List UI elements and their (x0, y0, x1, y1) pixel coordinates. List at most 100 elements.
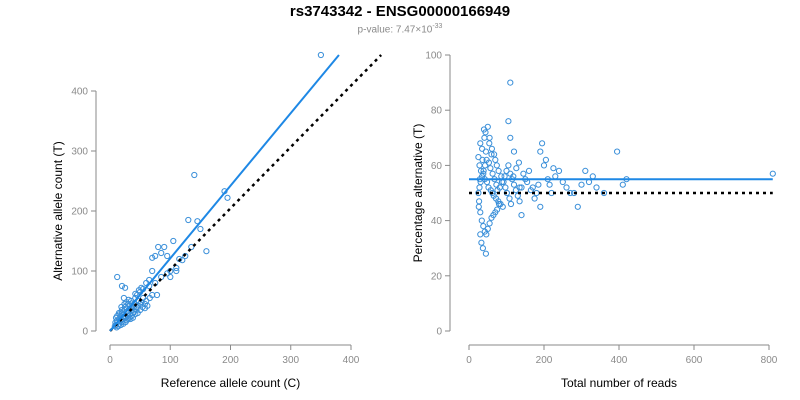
data-point (476, 184, 483, 191)
data-point (593, 184, 600, 191)
data-point (518, 212, 525, 219)
data-point (582, 167, 589, 174)
data-point (158, 273, 165, 281)
x-tick-label: 200 (222, 355, 239, 366)
data-point (170, 237, 177, 245)
data-point (477, 231, 484, 238)
data-point (484, 123, 491, 130)
data-point (769, 170, 776, 177)
data-point (495, 200, 503, 208)
data-point (149, 267, 156, 275)
data-point (479, 245, 486, 252)
data-point (537, 203, 544, 210)
data-point (546, 181, 553, 188)
data-point (505, 162, 512, 169)
data-point (122, 284, 129, 291)
x-tick-label: 400 (343, 355, 360, 366)
data-point (520, 170, 527, 177)
pvalue-exponent: -33 (432, 23, 443, 30)
pvalue-text: p-value: 7.47×10 (357, 24, 433, 36)
data-point (502, 184, 509, 191)
data-point (540, 162, 548, 169)
data-point (118, 282, 126, 290)
data-point (491, 151, 498, 158)
data-point (479, 156, 486, 163)
data-point (485, 159, 492, 166)
data-point (574, 203, 581, 210)
data-point (578, 181, 585, 188)
figure-subtitle: p-value: 7.47×10-33 (0, 23, 800, 35)
data-point (317, 51, 324, 59)
data-point (619, 181, 626, 188)
data-point (477, 140, 484, 147)
data-point (513, 165, 520, 172)
data-point (537, 148, 544, 155)
data-point (493, 162, 500, 169)
x-tick-label: 100 (162, 355, 179, 366)
y-tick-label: 200 (71, 207, 88, 218)
y-tick-label: 0 (436, 327, 442, 338)
x-tick-label: 200 (536, 355, 553, 366)
fit-line (109, 54, 340, 332)
data-point (476, 198, 483, 205)
data-point (158, 249, 165, 257)
data-point (482, 129, 489, 136)
data-point (550, 165, 557, 172)
data-point (173, 264, 180, 272)
data-point (478, 239, 485, 246)
data-point (224, 194, 231, 201)
data-point (527, 187, 535, 194)
data-point (203, 248, 210, 255)
data-point (493, 181, 500, 188)
y-tick-label: 100 (425, 51, 442, 62)
figure-title: rs3743342 - ENSG00000166949 (289, 3, 511, 20)
data-point (161, 243, 168, 251)
data-point (518, 184, 525, 191)
data-point (486, 220, 493, 227)
data-point (480, 223, 487, 230)
data-point (155, 243, 162, 251)
data-point (614, 148, 621, 155)
reference-line (109, 54, 383, 332)
data-point (510, 148, 518, 155)
data-point (486, 134, 493, 141)
data-point (122, 318, 129, 326)
data-point (516, 184, 523, 191)
chart-2: 0 200 400 600 800 0 20 40 60 80 100 Total number of… (411, 51, 778, 391)
data-point (188, 243, 195, 251)
data-point (555, 167, 563, 174)
data-point (182, 252, 189, 260)
data-point (542, 156, 550, 163)
x-axis-label: Total number of reads (561, 376, 677, 390)
data-point (152, 252, 159, 260)
data-point (118, 303, 125, 311)
data-point (173, 267, 180, 275)
data-point (484, 225, 491, 232)
data-point (488, 145, 495, 152)
data-point (483, 231, 490, 238)
data-point (482, 148, 489, 155)
y-tick-label: 20 (431, 271, 443, 282)
data-point (506, 195, 513, 202)
data-point (149, 254, 156, 261)
x-axis-label: Reference allele count (C) (161, 376, 300, 390)
x-tick-label: 300 (282, 355, 299, 366)
data-point (495, 167, 502, 174)
x-tick-label: 0 (107, 355, 113, 366)
data-point (478, 217, 485, 224)
y-tick-label: 400 (71, 87, 88, 98)
data-point (475, 189, 482, 197)
data-point (563, 184, 570, 191)
x-tick-label: 400 (611, 355, 628, 366)
data-point (507, 134, 514, 141)
data-point (489, 170, 496, 177)
data-point (525, 167, 533, 174)
data-point (191, 171, 198, 179)
y-tick-label: 100 (71, 267, 88, 278)
y-tick-label: 60 (431, 161, 443, 172)
data-point (149, 291, 156, 299)
data-point (480, 167, 487, 174)
x-tick-label: 800 (761, 355, 778, 366)
y-tick-label: 0 (82, 327, 88, 338)
y-tick-label: 300 (71, 147, 88, 158)
